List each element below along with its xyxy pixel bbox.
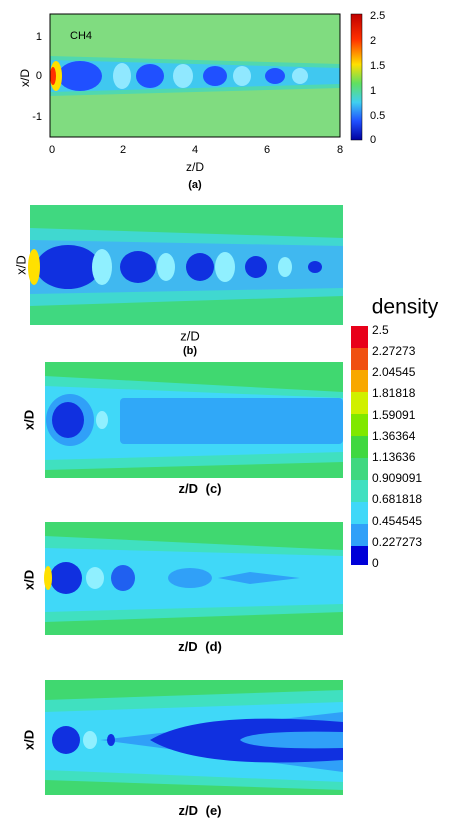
caption: z/D (c) <box>178 481 221 496</box>
legend-tick: 2.5 <box>372 323 389 337</box>
contour <box>120 398 343 444</box>
legend-tick: 1.59091 <box>372 408 416 422</box>
cell <box>86 567 104 589</box>
legend-tick: 0.454545 <box>372 514 422 528</box>
colorbar-tick: 1 <box>370 85 376 97</box>
legend-tick: 1.36364 <box>372 429 416 443</box>
panel-label: (e) <box>206 803 222 818</box>
cell <box>52 726 80 754</box>
cell <box>111 565 135 591</box>
legend-tick: 2.04545 <box>372 365 416 379</box>
colorbar-tick: 2 <box>370 35 376 47</box>
y-axis-label: x/D <box>18 69 32 87</box>
cell <box>50 67 56 85</box>
panel-label: (c) <box>206 481 222 496</box>
cell <box>218 572 300 584</box>
cell <box>50 562 82 594</box>
panel-label: (b) <box>183 345 197 357</box>
y-axis-label: x/D <box>21 410 36 430</box>
x-tick-label: 0 <box>49 144 55 156</box>
cell <box>83 731 97 749</box>
cells <box>36 245 322 289</box>
colorbar <box>350 13 363 141</box>
cell <box>52 402 84 438</box>
panel-e: x/D z/D (e) <box>21 680 343 818</box>
panel-b: x/D z/D (b) <box>13 205 343 357</box>
legend: density 2.5 2.27273 2.04545 1.81818 1.59… <box>351 296 439 570</box>
legend-tick: 0.909091 <box>372 471 422 485</box>
legend-tick: 1.13636 <box>372 450 416 464</box>
frame <box>49 13 341 138</box>
legend-tick: 0 <box>372 556 379 570</box>
colorbar-tick: 0.5 <box>370 110 385 122</box>
x-tick-label: 6 <box>264 144 270 156</box>
species: CH4 <box>70 30 92 42</box>
panel-a: CH4 1 0 -1 0 2 4 6 8 x/D z/D (a) 2.5 2 1… <box>18 10 385 191</box>
legend-tick: 1.81818 <box>372 386 416 400</box>
cell <box>28 249 40 285</box>
y-tick-label: 0 <box>36 70 42 82</box>
x-tick-label: 2 <box>120 144 126 156</box>
x-axis-label: z/D <box>186 160 204 174</box>
colorbar-tick: 2.5 <box>370 10 385 22</box>
y-tick-label: -1 <box>32 111 42 123</box>
cell <box>96 411 108 429</box>
y-axis-label: x/D <box>13 255 28 275</box>
legend-tick: 0.227273 <box>372 535 422 549</box>
contour <box>150 718 343 763</box>
panel-d: x/D z/D (d) <box>21 522 343 654</box>
cell <box>107 734 115 746</box>
cells <box>113 63 308 89</box>
panel-label: (a) <box>188 179 202 191</box>
cells <box>58 61 285 91</box>
caption: z/D (e) <box>178 803 221 818</box>
x-axis-label: z/D <box>180 328 200 343</box>
cell <box>44 566 52 590</box>
panel-c: x/D z/D (c) <box>21 362 343 496</box>
x-axis-label: z/D <box>178 639 198 654</box>
panel-label: (d) <box>205 639 222 654</box>
x-axis-label: z/D <box>178 481 198 496</box>
legend-tick: 0.681818 <box>372 492 422 506</box>
legend-tick: 2.27273 <box>372 344 416 358</box>
caption: z/D (d) <box>178 639 222 654</box>
cell <box>168 568 212 588</box>
legend-title: density <box>372 296 439 319</box>
x-tick-label: 4 <box>192 144 198 156</box>
colorbar-tick: 0 <box>370 134 376 146</box>
y-axis-label: x/D <box>21 570 36 590</box>
colorbar-tick: 1.5 <box>370 60 385 72</box>
y-axis-label: x/D <box>21 730 36 750</box>
x-tick-label: 8 <box>337 144 343 156</box>
legend-bins <box>351 326 368 565</box>
cells <box>92 249 292 285</box>
x-axis-label: z/D <box>178 803 198 818</box>
y-tick-label: 1 <box>36 31 42 43</box>
